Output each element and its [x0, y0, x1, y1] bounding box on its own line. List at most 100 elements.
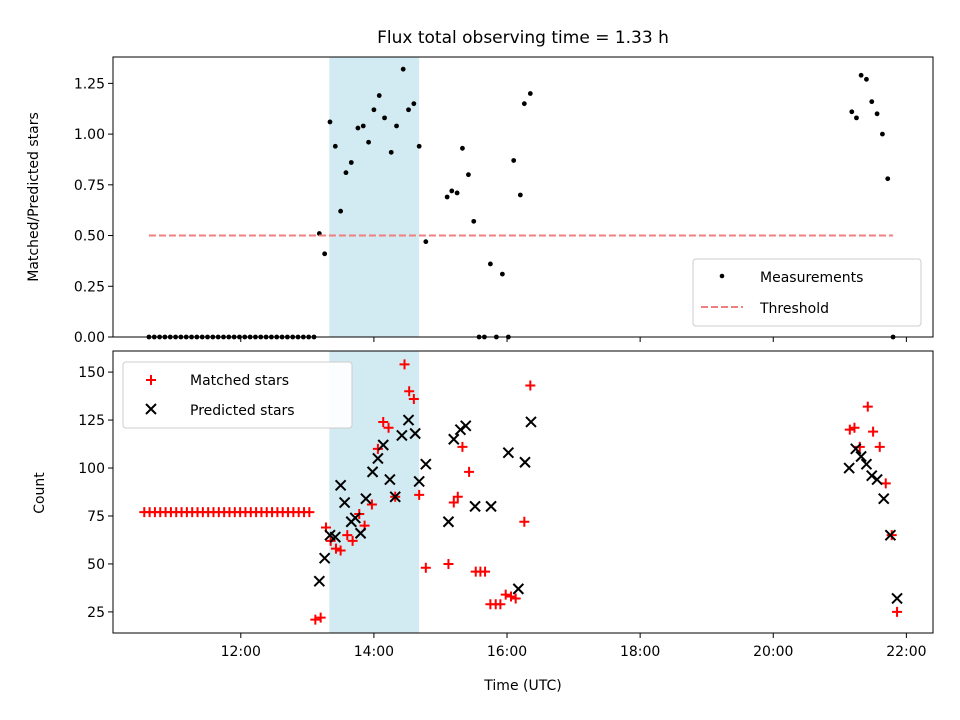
count-plot-frame: [112, 350, 934, 634]
matched-star-point: [310, 614, 321, 625]
matched-star-point: [315, 612, 326, 623]
ratio-window-shading: [329, 57, 420, 337]
ratio-y-tick-label: 0.25: [74, 279, 105, 295]
predicted-star-point: [525, 416, 537, 428]
count-y-tick-label: 150: [78, 365, 105, 381]
measurement-point: [487, 261, 493, 267]
predicted-star-point: [512, 583, 525, 595]
measurement-point: [366, 139, 371, 145]
measurement-point: [416, 143, 422, 149]
legend-measurements-marker: [719, 273, 725, 279]
measurement-point: [858, 72, 864, 78]
predicted-star-point: [389, 491, 401, 503]
predicted-star-point: [884, 529, 897, 541]
matched-star-point: [414, 489, 425, 500]
measurement-point: [864, 76, 869, 82]
legend-predicted-marker: [145, 403, 157, 415]
predicted-star-point: [485, 500, 497, 513]
matched-star-point: [506, 591, 517, 602]
ratio-y-tick-label: 0.75: [74, 178, 105, 194]
count-panel: 25 50 75 100 125 150 12:00 14:00 16:00 18:00 20:0…: [32, 350, 934, 694]
predicted-star-point: [360, 493, 372, 505]
ratio-y-tick-label: 1.25: [74, 76, 105, 92]
predicted-star-point: [420, 458, 432, 470]
measurement-point: [527, 91, 533, 96]
predicted-star-point: [384, 473, 396, 486]
predicted-star-point: [318, 552, 331, 564]
matched-star-point: [880, 478, 891, 489]
legend-threshold-label: Threshold: [759, 301, 829, 317]
matched-star-point: [525, 380, 536, 391]
matched-star-point: [408, 393, 419, 404]
measurement-point: [499, 271, 505, 277]
predicted-star-point: [329, 531, 342, 543]
count-y-ticks: 25 50 75 100 125 150: [78, 365, 113, 621]
measurement-point: [885, 176, 891, 182]
matched-star-point: [844, 424, 855, 435]
predicted-star-point: [372, 452, 384, 465]
matched-star-point: [304, 507, 315, 518]
predicted-star-point: [354, 527, 367, 539]
predicted-star-point: [469, 500, 481, 513]
measurement-point: [471, 218, 477, 224]
measurement-point: [371, 107, 377, 113]
matched-star-point: [404, 386, 415, 397]
count-y-tick-label: 25: [87, 605, 105, 621]
matched-star-point: [399, 359, 410, 370]
ratio-y-ticks: 0.00 0.25 0.50 0.75 1.00 1.25: [74, 76, 113, 346]
predicted-star-point: [396, 429, 408, 442]
count-y-tick-label: 100: [78, 461, 105, 477]
ratio-legend-box: [692, 258, 922, 327]
count-x-tick-label: 12:00: [221, 644, 261, 660]
measurement-point: [454, 190, 460, 196]
measurement-point: [466, 172, 471, 178]
predicted-star-point: [878, 493, 890, 505]
legend-matched-marker: [146, 375, 156, 385]
predicted-star-point: [409, 427, 421, 440]
matched-star-point: [443, 558, 454, 569]
predicted-star-point: [377, 439, 389, 451]
predicted-star-point: [334, 479, 347, 491]
measurement-point: [406, 107, 411, 113]
ratio-legend: Measurements Threshold: [692, 258, 922, 327]
matched-star-point: [378, 416, 389, 427]
measurement-point: [460, 145, 465, 151]
matched-star-point: [868, 426, 879, 437]
matched-star-point: [372, 443, 383, 454]
legend-measurements-label: Measurements: [760, 270, 863, 286]
matched-star-point: [849, 422, 860, 433]
matched-star-point: [874, 441, 885, 452]
matched-star-point: [366, 499, 377, 510]
count-y-axis-label: Count: [32, 472, 48, 514]
matched-star-point: [452, 491, 463, 502]
predicted-star-point: [843, 462, 855, 474]
matched-star-point: [330, 543, 341, 554]
predicted-star-point: [855, 450, 867, 463]
count-x-tick-label: 18:00: [620, 644, 660, 660]
measurement-point: [394, 123, 399, 129]
measurement-point: [343, 170, 349, 176]
measurement-point: [874, 111, 880, 117]
predicted-star-point: [413, 475, 425, 488]
count-y-tick-label: 125: [78, 413, 105, 429]
count-x-ticks: 12:00 14:00 16:00 18:00 20:00 22:00: [221, 633, 927, 660]
predicted-star-point: [891, 592, 903, 605]
measurement-point: [400, 66, 406, 72]
ratio-y-tick-label: 0.50: [74, 229, 105, 245]
predicted-star-point: [860, 458, 873, 470]
measurement-point: [338, 208, 344, 214]
measurement-point: [423, 239, 429, 245]
measurement-point: [355, 125, 361, 131]
measurement-point: [411, 101, 417, 107]
measurement-point: [332, 143, 338, 149]
predicted-star-point: [313, 575, 326, 587]
measurement-point: [849, 109, 855, 115]
predicted-star-point: [454, 423, 467, 436]
measurement-point: [348, 160, 354, 165]
matched-star-point: [500, 589, 511, 600]
legend-matched-label: Matched stars: [190, 373, 289, 389]
matched-star-point: [464, 466, 475, 477]
matched-star-point: [495, 599, 506, 610]
count-legend-box: [122, 361, 353, 429]
